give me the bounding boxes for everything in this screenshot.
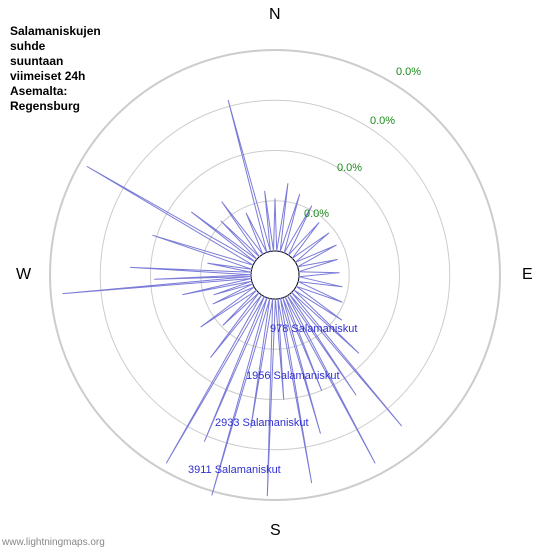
title-line-2: suhde xyxy=(10,39,45,53)
title-line-3: suuntaan xyxy=(10,54,63,68)
ring-label-upper-3: 0.0% xyxy=(370,115,395,127)
ring-label-lower-3: 2933 Salamaniskut xyxy=(215,417,309,429)
ring-label-lower-1: 978 Salamaniskut xyxy=(270,323,357,335)
footer-credit: www.lightningmaps.org xyxy=(2,537,105,548)
ring-label-lower-2: 1956 Salamaniskut xyxy=(246,370,340,382)
title-line-4: viimeiset 24h xyxy=(10,69,85,83)
ring-label-lower-4: 3911 Salamaniskut xyxy=(188,464,281,476)
title-line-6: Regensburg xyxy=(10,99,80,113)
cardinal-w: W xyxy=(16,266,31,284)
cardinal-s: S xyxy=(270,522,281,540)
cardinal-n: N xyxy=(269,6,281,24)
title-line-5: Asemalta: xyxy=(10,84,67,98)
title-line-1: Salamaniskujen xyxy=(10,24,101,38)
ring-label-upper-2: 0.0% xyxy=(337,162,362,174)
ring-label-upper-4: 0.0% xyxy=(396,66,421,78)
cardinal-e: E xyxy=(522,266,533,284)
chart-title: Salamaniskujen suhde suuntaan viimeiset … xyxy=(10,24,101,114)
ring-label-upper-1: 0.0% xyxy=(304,208,329,220)
